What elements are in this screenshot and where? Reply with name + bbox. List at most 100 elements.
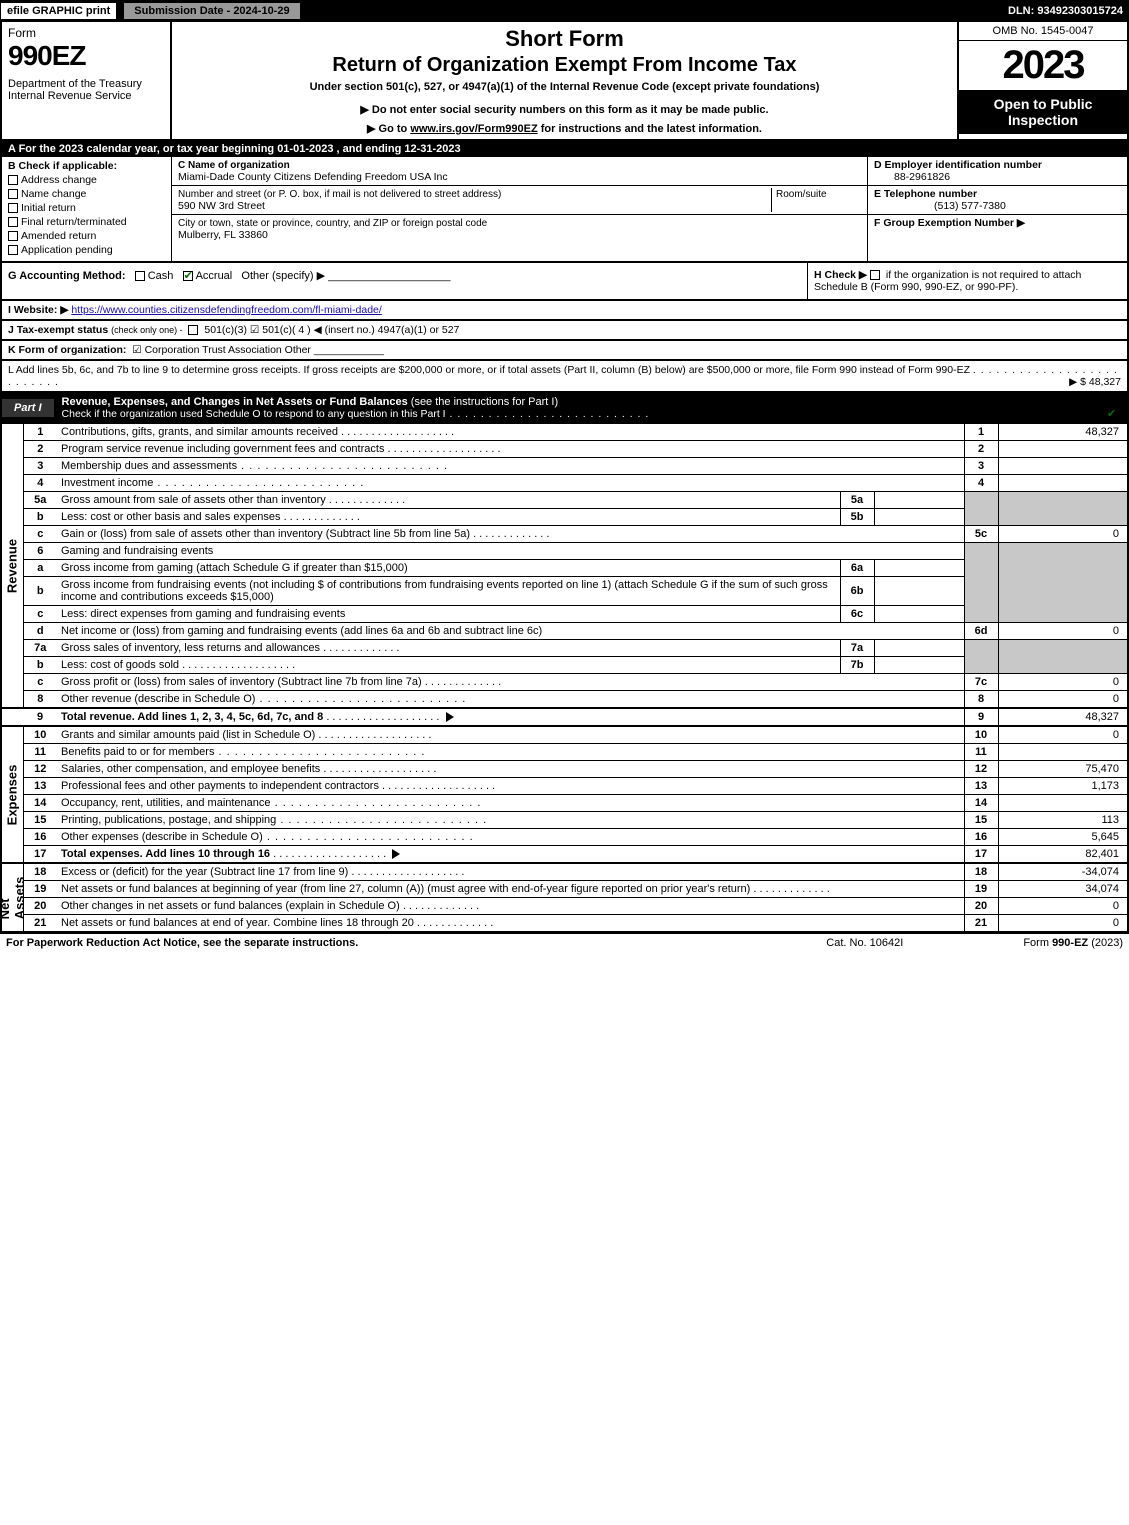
cb-cash[interactable]	[135, 271, 145, 281]
c-addr-row: Number and street (or P. O. box, if mail…	[172, 186, 867, 215]
val: 82,401	[998, 846, 1128, 864]
cat-no: Cat. No. 10642I	[826, 937, 903, 949]
col-de: D Employer identification number 88-2961…	[867, 157, 1127, 261]
part-heading-txt: Revenue, Expenses, and Changes in Net As…	[62, 396, 408, 408]
desc: Gain or (loss) from sale of assets other…	[61, 528, 470, 540]
arrow-icon	[392, 849, 400, 859]
desc: Other changes in net assets or fund bala…	[61, 900, 400, 912]
line-3: 3Membership dues and assessments3	[1, 458, 1128, 475]
part-label: Part I	[2, 399, 54, 417]
d-lbl: D Employer identification number	[874, 159, 1042, 171]
line-8: 8Other revenue (describe in Schedule O)8…	[1, 691, 1128, 709]
desc: Less: cost of goods sold	[61, 659, 179, 671]
row-i-website: I Website: ▶ https://www.counties.citize…	[0, 301, 1129, 321]
dept: Department of the Treasury Internal Reve…	[8, 78, 164, 102]
j-lbl: J Tax-exempt status	[8, 324, 108, 336]
vlabel-netassets: Net Assets	[1, 863, 23, 932]
open-to-public: Open to Public Inspection	[959, 90, 1127, 134]
cb-schedule-b[interactable]	[870, 270, 880, 280]
j-note: (check only one) -	[111, 325, 183, 335]
goto-post: for instructions and the latest informat…	[538, 123, 762, 135]
c-name-row: C Name of organization Miami-Dade County…	[172, 157, 867, 186]
vlabel-txt: Net Assets	[0, 876, 27, 919]
subtitle-section: Under section 501(c), 527, or 4947(a)(1)…	[180, 81, 949, 93]
val	[998, 475, 1128, 492]
cb-accrual[interactable]	[183, 271, 193, 281]
desc: Excess or (deficit) for the year (Subtra…	[61, 866, 348, 878]
g-accounting: G Accounting Method: Cash Accrual Other …	[2, 263, 807, 299]
line-6b: bGross income from fundraising events (n…	[1, 577, 1128, 606]
efile-print-button[interactable]: efile GRAPHIC print	[0, 2, 117, 20]
submission-date: Submission Date - 2024-10-29	[123, 2, 300, 20]
l-amt: ▶ $ 48,327	[1069, 376, 1121, 388]
val	[998, 795, 1128, 812]
desc: Total expenses. Add lines 10 through 16	[61, 848, 270, 860]
val: 0	[998, 915, 1128, 933]
phone-value: (513) 577-7380	[874, 200, 1006, 212]
irs-link[interactable]: www.irs.gov/Form990EZ	[410, 123, 537, 135]
tax-year: 2023	[959, 41, 1127, 90]
desc: Gross amount from sale of assets other t…	[61, 494, 326, 506]
val: 0	[998, 674, 1128, 691]
h-check: H Check ▶ if the organization is not req…	[807, 263, 1127, 299]
desc: Net assets or fund balances at beginning…	[61, 883, 750, 895]
g-other: Other (specify) ▶	[241, 270, 325, 282]
line-5c: cGain or (loss) from sale of assets othe…	[1, 526, 1128, 543]
ein-value: 88-2961826	[874, 171, 950, 183]
vlabel-revenue: Revenue	[1, 424, 23, 709]
cb-label: Application pending	[21, 244, 113, 256]
g-accrual: Accrual	[196, 270, 233, 282]
j-opts: 501(c)(3) ☑ 501(c)( 4 ) ◀ (insert no.) 4…	[204, 324, 459, 336]
paperwork-notice: For Paperwork Reduction Act Notice, see …	[6, 937, 358, 949]
g-cash: Cash	[148, 270, 174, 282]
desc: Professional fees and other payments to …	[61, 780, 379, 792]
f-group: F Group Exemption Number ▶	[868, 215, 1127, 231]
desc: Other revenue (describe in Schedule O)	[61, 693, 255, 705]
d-ein: D Employer identification number 88-2961…	[868, 157, 1127, 186]
line-14: 14Occupancy, rent, utilities, and mainte…	[1, 795, 1128, 812]
cb-initial-return[interactable]: Initial return	[8, 202, 165, 214]
line-5b: bLess: cost or other basis and sales exp…	[1, 509, 1128, 526]
desc: Total revenue. Add lines 1, 2, 3, 4, 5c,…	[61, 711, 323, 723]
form-word: Form	[8, 26, 164, 40]
desc: Net assets or fund balances at end of ye…	[61, 917, 414, 929]
desc: Grants and similar amounts paid (list in…	[61, 729, 315, 741]
vlabel-expenses: Expenses	[1, 726, 23, 863]
cb-application-pending[interactable]: Application pending	[8, 244, 165, 256]
val: 0	[998, 898, 1128, 915]
desc: Less: direct expenses from gaming and fu…	[61, 608, 345, 620]
header-right: OMB No. 1545-0047 2023 Open to Public In…	[957, 22, 1127, 139]
c-city-row: City or town, state or province, country…	[172, 215, 867, 243]
l-txt: L Add lines 5b, 6c, and 7b to line 9 to …	[8, 364, 970, 376]
cb-name-change[interactable]: Name change	[8, 188, 165, 200]
subtitle-goto: ▶ Go to www.irs.gov/Form990EZ for instru…	[180, 122, 949, 135]
website-link[interactable]: https://www.counties.citizensdefendingfr…	[71, 304, 381, 316]
cb-label: Final return/terminated	[21, 216, 127, 228]
cb-final-return[interactable]: Final return/terminated	[8, 216, 165, 228]
c-name-lbl: C Name of organization	[178, 160, 290, 171]
dln: DLN: 93492303015724	[1008, 5, 1129, 17]
line-10: Expenses 10Grants and similar amounts pa…	[1, 726, 1128, 744]
goto-pre: ▶ Go to	[367, 123, 410, 135]
omb-number: OMB No. 1545-0047	[959, 22, 1127, 41]
col-b-checkboxes: B Check if applicable: Address change Na…	[2, 157, 172, 261]
org-name: Miami-Dade County Citizens Defending Fre…	[178, 171, 448, 183]
desc: Net income or (loss) from gaming and fun…	[61, 625, 542, 637]
form-ref: Form 990-EZ (2023)	[1023, 937, 1123, 949]
val: 1,173	[998, 778, 1128, 795]
line-12: 12Salaries, other compensation, and empl…	[1, 761, 1128, 778]
cb-schedule-o[interactable]	[1106, 409, 1116, 419]
line-18: Net Assets 18Excess or (deficit) for the…	[1, 863, 1128, 881]
cb-address-change[interactable]: Address change	[8, 174, 165, 186]
desc: Salaries, other compensation, and employ…	[61, 763, 320, 775]
val: 0	[998, 526, 1128, 543]
row-gh: G Accounting Method: Cash Accrual Other …	[0, 263, 1129, 301]
title-return: Return of Organization Exempt From Incom…	[180, 54, 949, 77]
part-i-table: Revenue 1Contributions, gifts, grants, a…	[0, 423, 1129, 933]
line-13: 13Professional fees and other payments t…	[1, 778, 1128, 795]
cb-501c3[interactable]	[188, 325, 198, 335]
desc: Less: cost or other basis and sales expe…	[61, 511, 281, 523]
cb-amended-return[interactable]: Amended return	[8, 230, 165, 242]
vlabel-txt: Expenses	[5, 764, 20, 825]
row-j-status: J Tax-exempt status (check only one) - 5…	[0, 321, 1129, 341]
